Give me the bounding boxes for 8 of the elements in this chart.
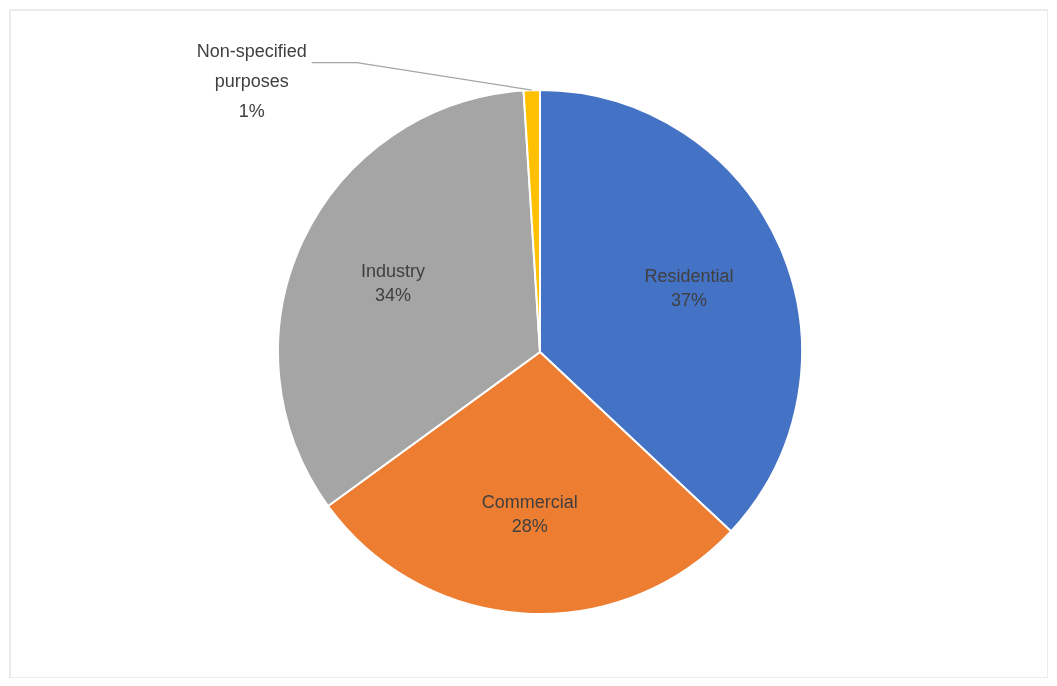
slice-label: Non-specified purposes [196, 41, 307, 91]
data-label: 1% [238, 101, 265, 121]
data-label: 37% [671, 289, 708, 310]
slice-label: Residential [644, 265, 734, 286]
data-label: 28% [511, 516, 548, 537]
slice-label: Industry [361, 261, 426, 282]
data-label: 34% [375, 285, 412, 306]
slice-label: Commercial [481, 492, 578, 513]
